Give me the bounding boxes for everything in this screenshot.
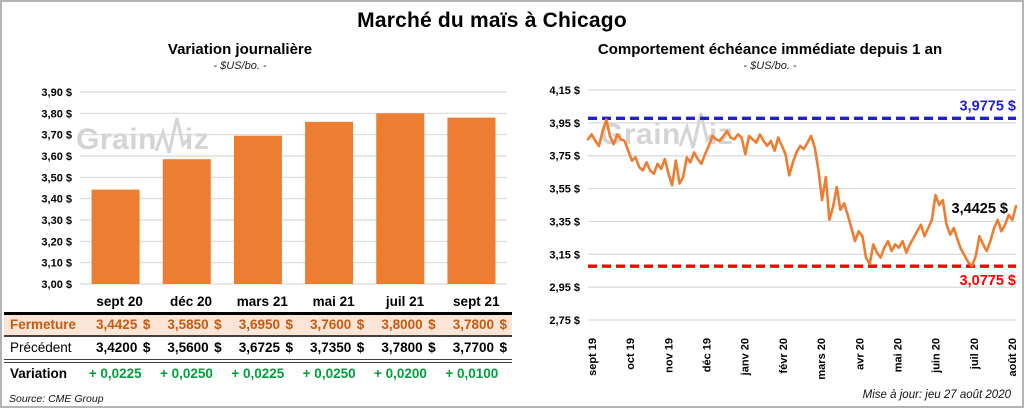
y-gridlines [80, 91, 507, 285]
column-header: juil 21 [385, 294, 425, 309]
bar [376, 113, 425, 284]
x-axis-label: janv 20 [740, 338, 752, 376]
column-header: sept 20 [96, 294, 143, 309]
table-row: Fermeture 3,4425 $ 3,5850 $ 3,6950 $ 3,7600 $ 3,8… [4, 313, 512, 336]
left-chart-subtitle: - $US/bo. - [213, 60, 267, 72]
y-axis-label: 4,15 $ [549, 85, 580, 97]
y-axis-label: 2,75 $ [549, 315, 580, 327]
x-axis-label: mars 20 [816, 338, 828, 380]
table-cell: 3,6725 $ [238, 340, 293, 356]
bar [305, 121, 354, 284]
table-cell: 3,7800 $ [452, 317, 507, 332]
price-line [586, 118, 1018, 268]
table-cell: 3,7700 $ [452, 340, 507, 356]
bar [91, 189, 140, 284]
bar [447, 117, 496, 284]
y-axis-label: 3,10 $ [41, 258, 72, 270]
y-axis-label: 3,30 $ [41, 215, 72, 227]
table-cell: + 0,0225 [231, 365, 285, 381]
y-axis-label: 3,95 $ [549, 118, 580, 130]
bar [162, 159, 211, 284]
bar [233, 135, 282, 284]
source-note: Source: CME Group [9, 393, 104, 405]
table-cell: 3,5600 $ [167, 340, 222, 356]
bars [91, 113, 496, 284]
x-axis-label: juin 20 [931, 338, 943, 374]
table-cell: 3,8000 $ [381, 317, 436, 332]
table-cell: + 0,0250 [160, 365, 213, 381]
table-row: Précédent 3,4200 $ 3,5600 $ 3,6725 $ 3,7350 $ 3,7… [4, 336, 512, 361]
watermark-text: Grain [76, 123, 157, 156]
watermark-text: iz [184, 123, 210, 156]
price-table-header: sept 20 déc 20 mars 21 mai 21 juil 21 sept 21 [4, 292, 512, 313]
right-chart-subtitle: - $US/bo. - [743, 60, 797, 72]
y-axis-label: 3,00 $ [41, 279, 72, 291]
y-axis-label: 3,55 $ [549, 184, 580, 196]
table-cell: 3,7800 $ [381, 340, 436, 356]
row-label: Précédent [10, 340, 72, 356]
watermark-text: iz [708, 118, 734, 151]
x-axis-label: juil 20 [969, 338, 981, 370]
y-axis-label: 3,75 $ [549, 151, 580, 163]
price-table: sept 20 déc 20 mars 21 mai 21 juil 21 sept 21… [4, 292, 512, 384]
table-cell: + 0,0100 [445, 365, 499, 381]
column-header: mars 21 [236, 294, 288, 309]
table-cell: 3,7350 $ [310, 340, 365, 356]
right-chart-title: Comportement échéance immédiate depuis 1… [597, 41, 943, 58]
low-value-label: 3,0775 $ [960, 273, 1016, 289]
table-cell: 3,6950 $ [238, 317, 293, 332]
row-label: Fermeture [10, 317, 77, 332]
last-value-label: 3,4425 $ [952, 201, 1008, 217]
high-value-label: 3,9775 $ [960, 98, 1016, 114]
x-axis-label: déc 19 [702, 338, 714, 372]
y-axis-label: 3,90 $ [41, 87, 72, 99]
table-cell: 3,4200 $ [96, 340, 151, 356]
table-cell: + 0,0225 [88, 365, 142, 381]
y-axis-label: 3,40 $ [41, 194, 72, 206]
price-table-body: Fermeture 3,4425 $ 3,5850 $ 3,6950 $ 3,7600 $ 3,8… [4, 313, 512, 384]
daily-variation-bar-chart: 3,00 $ 3,10 $ 3,20 $ 3,30 $ 3,40 $ 3,50 $ 3,60… [41, 87, 507, 291]
column-header: mai 21 [312, 294, 355, 309]
x-axis-label: oct 19 [625, 338, 637, 370]
column-header: déc 20 [169, 294, 212, 309]
grainwiz-watermark: Grain iz [76, 115, 209, 155]
table-cell: 3,5850 $ [167, 317, 222, 332]
table-header-row: sept 20 déc 20 mars 21 mai 21 juil 21 sept 21 [4, 292, 512, 313]
left-chart-title: Variation journalière [167, 41, 313, 58]
y-axis-label: 3,70 $ [41, 130, 72, 142]
x-axis-label: avr 20 [854, 338, 866, 370]
y-axis-label: 3,15 $ [549, 249, 580, 261]
x-axis-label: févr 20 [778, 338, 790, 373]
y-gridlines [588, 89, 1016, 321]
update-note: Mise à jour: jeu 27 août 2020 [862, 389, 1011, 401]
front-month-line-chart: 2,75 $ 2,95 $ 3,15 $ 3,35 $ 3,55 $ 3,75 $ 3,95… [549, 85, 1019, 380]
table-cell: 3,4425 $ [96, 317, 151, 332]
y-axis-label: 3,50 $ [41, 172, 72, 184]
table-cell: + 0,0250 [302, 365, 356, 381]
table-cell: + 0,0200 [374, 365, 427, 381]
column-header: sept 21 [453, 294, 500, 309]
y-axis-label: 3,60 $ [41, 151, 72, 163]
table-corner-cell [4, 292, 84, 313]
table-cell: 3,7600 $ [310, 317, 365, 332]
page-title: Marché du maïs à Chicago [357, 9, 627, 32]
x-axis-label: août 20 [1007, 338, 1019, 377]
row-label: Variation [10, 365, 68, 381]
x-axis-label: mai 20 [892, 338, 904, 372]
y-axis-label: 2,95 $ [549, 282, 580, 294]
y-axis-label: 3,20 $ [41, 236, 72, 248]
x-axis-label: nov 19 [663, 338, 675, 373]
y-axis-label: 3,35 $ [549, 216, 580, 228]
watermark-zigzag-icon [678, 112, 712, 149]
table-row: Variation + 0,0225 + 0,0250 + 0,0225 + 0,025… [4, 361, 512, 384]
x-axis-label: sept 19 [587, 338, 599, 376]
y-axis-label: 3,80 $ [41, 108, 72, 120]
